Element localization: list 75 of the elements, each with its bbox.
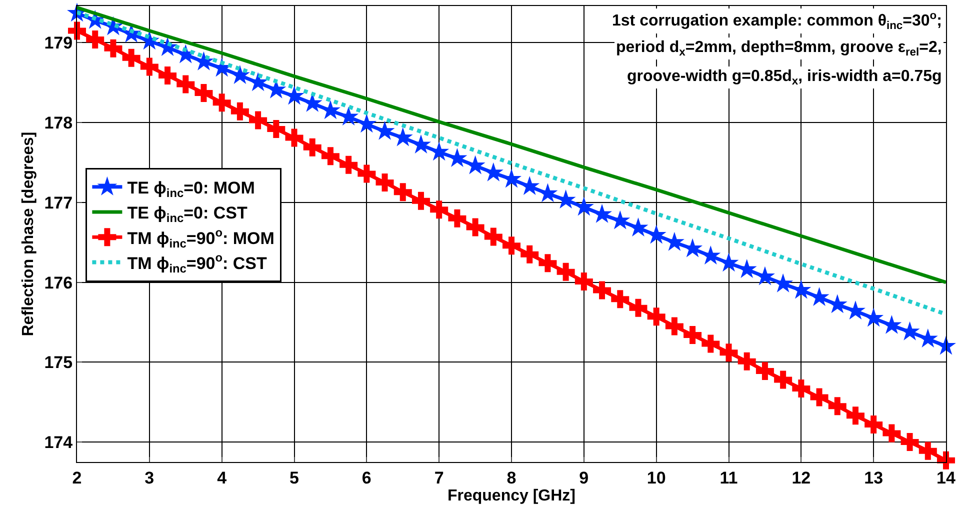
point (556, 262, 575, 281)
point (412, 192, 430, 210)
point (448, 209, 466, 228)
point (321, 147, 340, 166)
x-tick-label: 2 (72, 468, 82, 488)
point (720, 344, 738, 362)
point (430, 200, 448, 219)
point (86, 30, 104, 49)
point (303, 138, 322, 156)
y-tick-label: 176 (44, 273, 73, 292)
point (684, 326, 702, 344)
point (484, 228, 502, 246)
x-tick-label: 4 (217, 468, 228, 488)
annotation: period d$_{x}$=2mm, depth=8mm, groove ε$_{rel}$=2, (616, 39, 942, 58)
x-tick-label: 7 (434, 468, 444, 488)
x-tick-label: 11 (720, 468, 738, 488)
x-tick-label: 12 (792, 468, 811, 488)
legend-label: TM ϕ$_{inc}$=90$^{o}$: CST (127, 250, 268, 276)
x-tick-label: 14 (936, 468, 956, 488)
point (828, 397, 846, 416)
point (340, 156, 358, 174)
point (629, 298, 648, 317)
point (738, 352, 756, 370)
point (230, 102, 249, 120)
y-axis-title: Reflection phase [degrees] (20, 132, 38, 336)
point (194, 84, 213, 102)
x-tick-label: 8 (506, 468, 516, 488)
point (267, 120, 286, 138)
legend-label: TE ϕ$_{inc}$=0: MOM (127, 178, 255, 200)
legend-label: TM ϕ$_{inc}$=90$^{o}$: MOM (127, 226, 274, 250)
point (593, 281, 612, 300)
point (376, 173, 394, 192)
x-axis-title: Frequency [GHz] (447, 487, 576, 504)
point (285, 128, 304, 147)
point (864, 415, 883, 434)
point (918, 442, 937, 460)
point (792, 380, 810, 398)
y-tick-label: 177 (44, 193, 73, 212)
point (810, 388, 828, 406)
x-tick-label: 10 (646, 468, 666, 488)
annotation: 1st corrugation example: common θ$_{inc}$=30$^{o}$; (612, 10, 942, 32)
point (647, 308, 666, 326)
point (122, 48, 140, 67)
point (900, 433, 919, 452)
point (520, 245, 539, 264)
point (176, 75, 195, 94)
x-tick-label: 13 (864, 468, 884, 488)
point (502, 236, 520, 255)
y-tick-label: 175 (44, 353, 73, 372)
point (665, 317, 684, 336)
y-tick-label: 178 (44, 114, 73, 133)
point (212, 94, 231, 112)
y-tick-label: 174 (44, 432, 74, 452)
point (358, 164, 376, 183)
point (466, 218, 484, 236)
y-tick-label: 179 (44, 34, 73, 53)
x-tick-label: 9 (579, 468, 589, 488)
x-tick-label: 3 (144, 468, 154, 488)
point (104, 39, 122, 58)
point (756, 362, 774, 380)
legend-label: TE ϕ$_{inc}$=0: CST (127, 204, 248, 226)
point (882, 424, 901, 442)
point (249, 111, 268, 130)
point (702, 334, 720, 353)
point (846, 406, 864, 425)
x-tick-label: 5 (290, 468, 299, 488)
x-tick-label: 6 (362, 468, 372, 488)
point (538, 254, 557, 272)
point (140, 58, 158, 76)
annotation: groove-width g=0.85d$_{x}$, iris-width a=0.75g (627, 68, 942, 88)
point (158, 66, 177, 84)
point (774, 370, 792, 389)
point (611, 290, 630, 308)
point (394, 183, 412, 202)
point (574, 272, 593, 291)
